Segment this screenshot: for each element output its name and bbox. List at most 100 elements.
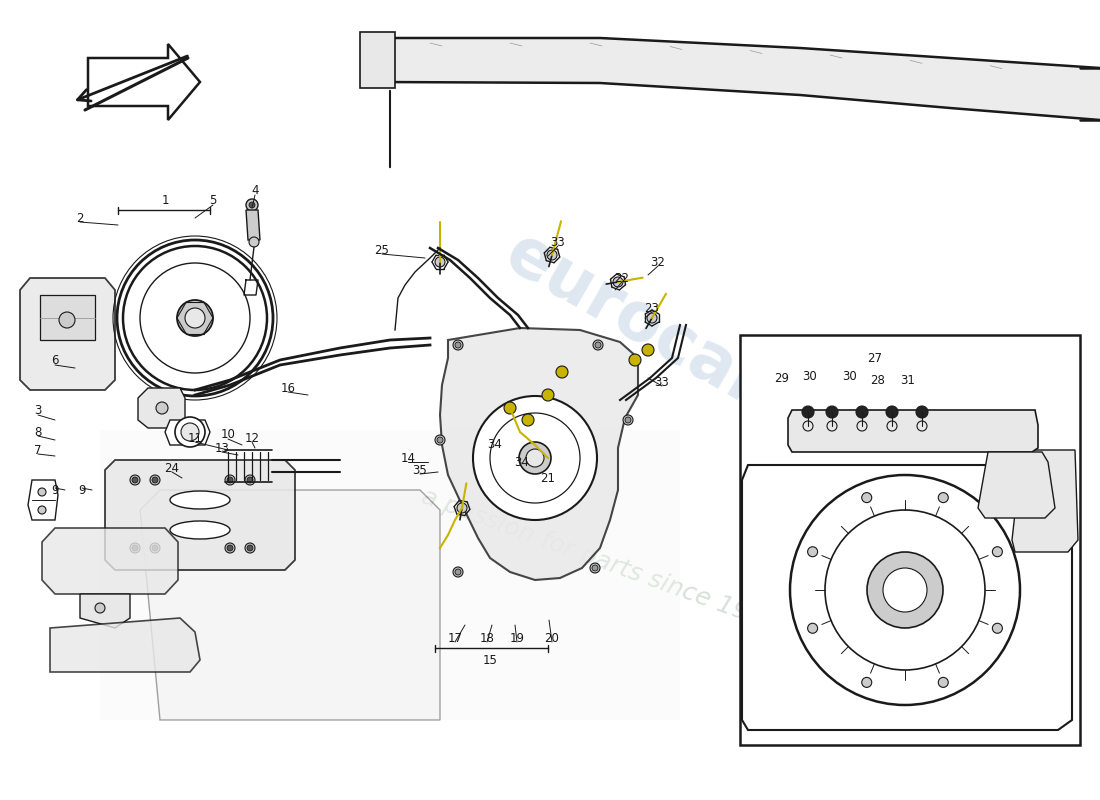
Circle shape — [826, 406, 838, 418]
Circle shape — [803, 421, 813, 431]
Circle shape — [825, 510, 984, 670]
Circle shape — [519, 442, 551, 474]
Circle shape — [455, 342, 461, 348]
Polygon shape — [40, 295, 95, 340]
Circle shape — [473, 396, 597, 520]
Circle shape — [938, 678, 948, 687]
Circle shape — [245, 543, 255, 553]
Circle shape — [526, 449, 544, 467]
Circle shape — [437, 437, 443, 443]
Circle shape — [249, 202, 255, 208]
Circle shape — [629, 354, 641, 366]
Polygon shape — [246, 210, 260, 240]
Circle shape — [453, 567, 463, 577]
Circle shape — [827, 421, 837, 431]
Text: 14: 14 — [400, 451, 416, 465]
Circle shape — [861, 678, 871, 687]
Text: 12: 12 — [244, 431, 260, 445]
Circle shape — [547, 250, 557, 260]
Circle shape — [150, 475, 160, 485]
Text: 28: 28 — [870, 374, 886, 386]
Circle shape — [434, 435, 446, 445]
Circle shape — [130, 543, 140, 553]
Text: 31: 31 — [901, 374, 915, 386]
Circle shape — [490, 413, 580, 503]
Circle shape — [592, 565, 598, 571]
Text: 16: 16 — [280, 382, 296, 394]
Polygon shape — [1012, 450, 1078, 552]
Circle shape — [642, 344, 654, 356]
Polygon shape — [978, 452, 1055, 518]
Circle shape — [227, 545, 233, 551]
Circle shape — [807, 623, 817, 634]
Text: 33: 33 — [654, 375, 670, 389]
Circle shape — [590, 563, 600, 573]
Circle shape — [456, 503, 468, 513]
Polygon shape — [28, 480, 58, 520]
Polygon shape — [742, 465, 1072, 730]
Text: 10: 10 — [221, 429, 235, 442]
Circle shape — [434, 257, 446, 267]
Circle shape — [542, 389, 554, 401]
Text: 5: 5 — [209, 194, 217, 206]
Circle shape — [887, 421, 896, 431]
Circle shape — [177, 300, 213, 336]
Circle shape — [39, 488, 46, 496]
Circle shape — [807, 546, 817, 557]
Ellipse shape — [170, 521, 230, 539]
Polygon shape — [788, 410, 1038, 452]
Text: a passion for parts since 1985: a passion for parts since 1985 — [418, 484, 782, 636]
Text: 6: 6 — [52, 354, 58, 366]
Text: 9: 9 — [78, 483, 86, 497]
Circle shape — [248, 477, 253, 483]
Text: 19: 19 — [509, 631, 525, 645]
Circle shape — [623, 415, 632, 425]
Circle shape — [625, 417, 631, 423]
Text: 7: 7 — [34, 443, 42, 457]
Circle shape — [39, 506, 46, 514]
Text: 33: 33 — [551, 235, 565, 249]
Text: 1: 1 — [162, 194, 168, 206]
Text: 32: 32 — [650, 255, 666, 269]
Polygon shape — [50, 618, 200, 672]
Circle shape — [790, 475, 1020, 705]
Text: 29: 29 — [774, 371, 790, 385]
Text: 4: 4 — [251, 183, 258, 197]
Circle shape — [938, 493, 948, 502]
Circle shape — [992, 623, 1002, 634]
Circle shape — [647, 313, 657, 323]
Circle shape — [857, 421, 867, 431]
Text: 27: 27 — [868, 351, 882, 365]
Polygon shape — [42, 528, 178, 594]
Text: 11: 11 — [187, 431, 202, 445]
Circle shape — [917, 421, 927, 431]
Polygon shape — [165, 420, 210, 445]
Circle shape — [150, 543, 160, 553]
Text: 30: 30 — [843, 370, 857, 382]
Circle shape — [556, 366, 568, 378]
Circle shape — [175, 417, 205, 447]
Circle shape — [867, 552, 943, 628]
Polygon shape — [80, 594, 130, 628]
Circle shape — [132, 545, 138, 551]
Circle shape — [504, 402, 516, 414]
Bar — [740, 335, 1080, 745]
Circle shape — [916, 406, 928, 418]
Circle shape — [992, 546, 1002, 557]
Text: 18: 18 — [480, 631, 494, 645]
Text: 34: 34 — [487, 438, 503, 451]
Circle shape — [246, 199, 258, 211]
Text: 20: 20 — [544, 631, 560, 645]
Text: 15: 15 — [483, 654, 497, 666]
Circle shape — [132, 477, 138, 483]
Polygon shape — [379, 38, 1100, 120]
Polygon shape — [88, 44, 200, 120]
Polygon shape — [140, 490, 440, 720]
Circle shape — [152, 477, 158, 483]
Circle shape — [455, 569, 461, 575]
Circle shape — [522, 414, 534, 426]
Polygon shape — [360, 32, 395, 88]
Polygon shape — [100, 430, 680, 720]
Text: 2: 2 — [76, 211, 84, 225]
Circle shape — [156, 402, 168, 414]
